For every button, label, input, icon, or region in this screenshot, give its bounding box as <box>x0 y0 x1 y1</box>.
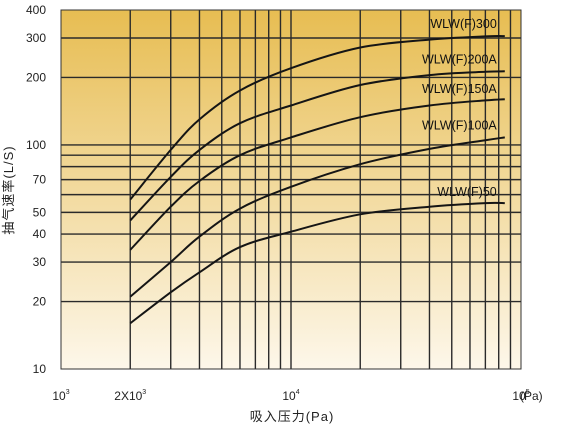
series-labels: WLW(F)300 WLW(F)200A WLW(F)150A WLW(F)100A W… <box>422 17 497 199</box>
y-tick-label: 10 <box>33 362 47 376</box>
y-tick-label: 40 <box>33 227 47 241</box>
y-tick-label: 50 <box>33 205 47 219</box>
y-axis-label: 抽气速率(L/S) <box>1 145 16 234</box>
series-label-2: WLW(F)200A <box>422 52 497 66</box>
series-label-1: WLW(F)300 <box>430 17 496 31</box>
x-tick-label: 2X103 <box>114 389 146 403</box>
x-tick-label: 103 <box>52 389 69 403</box>
y-tick-label: 20 <box>33 295 47 309</box>
y-tick-label: 200 <box>26 70 46 84</box>
series-line-5 <box>129 201 505 325</box>
y-tick-label: 300 <box>26 31 46 45</box>
series-line-3 <box>129 98 505 251</box>
series-line-4 <box>129 136 505 298</box>
series-label-5: WLW(F)50 <box>437 185 497 199</box>
x-tick-labels: 103 2X103 104 105 <box>52 389 529 403</box>
x-axis-unit: (Pa) <box>520 389 543 403</box>
y-tick-label: 30 <box>33 255 47 269</box>
y-tick-labels: 10 20 30 40 50 70 100 200 300 400 <box>26 3 46 376</box>
series-line-2 <box>129 70 505 222</box>
grid <box>61 10 521 369</box>
plot-frame <box>60 9 522 370</box>
series-lines <box>129 35 505 325</box>
series-label-3: WLW(F)150A <box>422 82 497 96</box>
x-tick-label: 105 <box>512 389 529 403</box>
series-line-1 <box>129 35 505 201</box>
series-label-4: WLW(F)100A <box>422 118 497 132</box>
y-tick-label: 100 <box>26 138 46 152</box>
y-tick-label: 400 <box>26 3 46 17</box>
x-axis-label: 吸入压力(Pa) <box>250 409 335 424</box>
y-tick-label: 70 <box>33 173 47 187</box>
x-tick-label: 104 <box>282 389 299 403</box>
